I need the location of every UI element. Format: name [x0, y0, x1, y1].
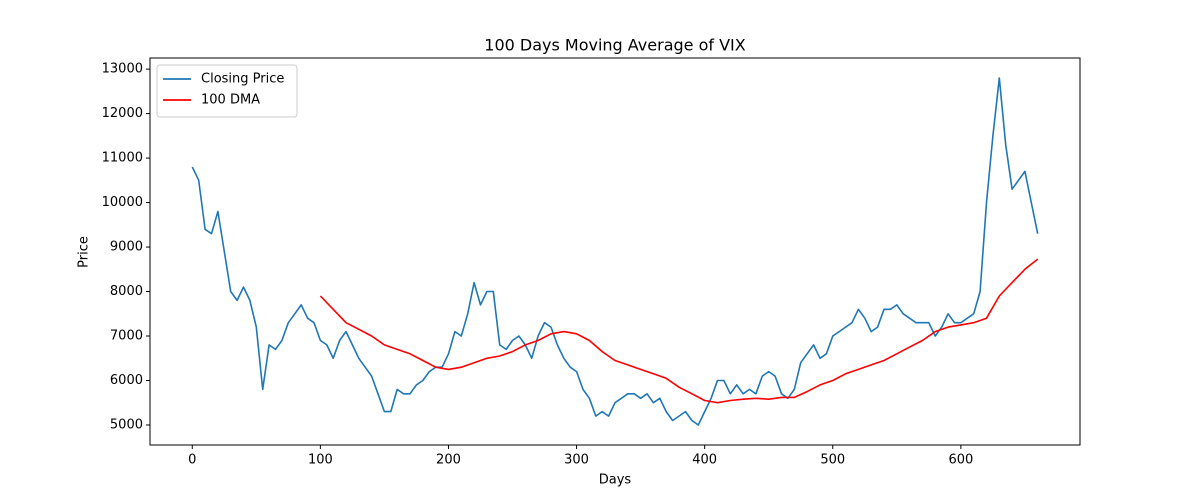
x-tick-label: 100 — [308, 453, 333, 468]
line-series — [319, 258, 1039, 404]
y-tick-label: 8000 — [110, 284, 143, 299]
legend-box — [156, 64, 298, 118]
y-tick-label: 6000 — [110, 373, 143, 388]
x-axis-label: Days — [599, 473, 632, 488]
y-axis-label: Price — [77, 236, 92, 268]
x-tick-label: 200 — [436, 453, 461, 468]
plot-frame — [149, 57, 1081, 446]
x-tick-label: 400 — [692, 453, 717, 468]
x-tick-label: 300 — [564, 453, 589, 468]
x-tick-label: 0 — [188, 453, 196, 468]
y-tick-label: 7000 — [110, 329, 143, 344]
x-tick-label: 600 — [948, 453, 973, 468]
chart-title: 100 Days Moving Average of VIX — [484, 36, 745, 55]
y-tick-label: 11000 — [102, 151, 143, 166]
y-tick-label: 5000 — [110, 417, 143, 432]
y-tick-label: 13000 — [102, 62, 143, 77]
y-tick-label: 10000 — [102, 195, 143, 210]
line-series — [191, 77, 1039, 426]
legend-label: 100 DMA — [201, 93, 260, 108]
x-tick-label: 500 — [820, 453, 845, 468]
legend-label: Closing Price — [201, 72, 284, 87]
y-tick-label: 12000 — [102, 106, 143, 121]
y-tick-label: 9000 — [110, 240, 143, 255]
